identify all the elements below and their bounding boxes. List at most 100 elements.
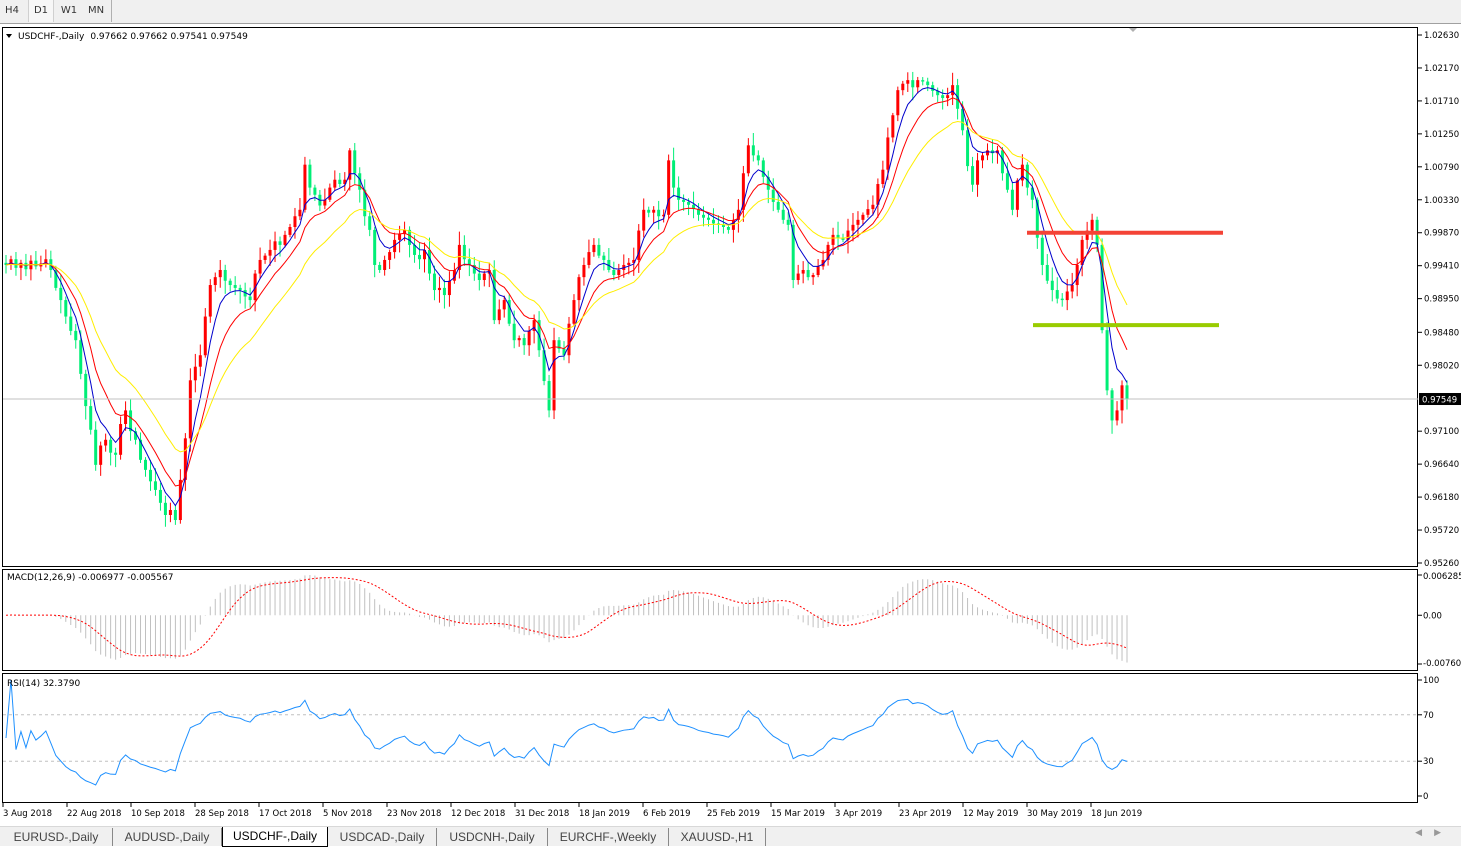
candle-body [1045,264,1049,281]
candle-body [866,209,870,215]
tab-xauusd[interactable]: XAUUSD-,H1 [669,828,766,846]
candle-body [1000,150,1004,174]
candle-body [826,244,830,260]
scroll-right-icon[interactable]: ▶ [1434,828,1453,838]
candle-body [911,80,915,88]
candle-body [188,380,192,439]
candle-body [1005,173,1009,190]
candle-body [1085,230,1089,240]
candle-body [139,439,143,460]
candle-body [657,209,661,217]
candle-body [9,259,13,265]
date-tick-label: 23 Apr 2019 [899,809,952,819]
candle-body [781,209,785,220]
rsi-label: RSI(14) 32.3790 [7,679,80,689]
tab-eurusd[interactable]: EURUSD-,Daily [0,828,113,846]
candle-body [213,277,217,286]
candle-body [442,287,446,296]
candle-body [542,350,546,382]
timeframe-mn[interactable]: MN [87,5,105,16]
candle-body [1010,189,1014,210]
candle-body [851,224,855,231]
tab-usdcad[interactable]: USDCAD-,Daily [328,828,437,846]
candle-body [627,262,631,265]
candle-body [84,373,88,407]
candle-body [298,209,302,217]
date-tick-label: 28 Sep 2018 [195,809,249,819]
date-tick-label: 25 Feb 2019 [707,809,760,819]
rsi-panel [5,679,1128,786]
candle-body [338,179,342,185]
date-tick-label: 6 Feb 2019 [643,809,691,819]
candle-body [981,155,985,161]
candle-body [34,260,38,267]
candle-body [1015,180,1019,210]
candle-body [642,209,646,231]
candle-body [1120,385,1124,411]
rsi-tick-label: 0 [1423,792,1428,802]
candle-body [791,224,795,281]
candle-body [741,173,745,210]
candle-body [721,224,725,227]
candle-body [921,80,925,82]
timeframe-d1[interactable]: D1 [28,0,54,22]
chart-shift-marker-icon[interactable] [1129,28,1137,32]
tab-scroll-arrows[interactable]: ◀▶ [1415,828,1453,838]
candles [4,71,1129,527]
candle-body [871,204,875,210]
candle-body [129,410,133,432]
candle-body [54,269,58,288]
candle-body [353,150,357,174]
candle-body [198,355,202,367]
candle-body [976,160,980,185]
candle-body [328,187,332,200]
candle-body [941,95,945,99]
timeframe-h4[interactable]: H4 [5,5,19,16]
collapse-triangle-icon[interactable] [6,34,12,38]
scroll-left-icon[interactable]: ◀ [1415,828,1435,838]
candle-body [303,164,307,210]
candle-body [776,201,780,210]
candle-body [223,269,227,281]
candle-body [467,259,471,265]
candle-body [218,269,222,278]
candle-body [726,227,730,230]
candle-body [985,150,989,156]
candle-body [1025,164,1029,188]
candle-body [891,115,895,138]
candle-body [527,330,531,346]
candle-body [1100,244,1104,331]
candle-body [94,429,98,465]
price-tick-label: 0.98020 [1424,361,1459,371]
tab-usdchf[interactable]: USDCHF-,Daily [222,827,328,847]
candle-body [308,164,312,188]
date-tick-label: 23 Nov 2018 [387,809,441,819]
candle-body [756,155,760,161]
candle-body [702,214,706,218]
horizontal-levels [1027,230,1223,328]
date-tick-label: 18 Jan 2019 [579,809,630,819]
candle-body [916,80,920,88]
tab-eurchf[interactable]: EURCHF-,Weekly [548,828,669,846]
candle-body [134,431,138,440]
candle-body [268,249,272,256]
tab-audusd[interactable]: AUDUSD-,Daily [113,828,222,846]
tab-usdcnh[interactable]: USDCNH-,Daily [437,828,548,846]
candle-body [153,481,157,490]
candle-body [861,214,865,220]
chart-frames [2,27,1418,803]
candle-body [144,459,148,470]
candle-body [971,166,975,185]
candle-body [457,244,461,270]
candle-body [4,262,8,265]
timeframe-w1[interactable]: W1 [60,5,78,16]
candle-body [1040,237,1044,265]
candle-body [692,204,696,210]
price-tick-label: 1.02170 [1424,64,1459,74]
main-chart-frame [2,27,1418,567]
candle-body [193,366,197,381]
macd-panel [5,575,1128,663]
candle-body [403,229,407,235]
candle-body [124,410,128,425]
